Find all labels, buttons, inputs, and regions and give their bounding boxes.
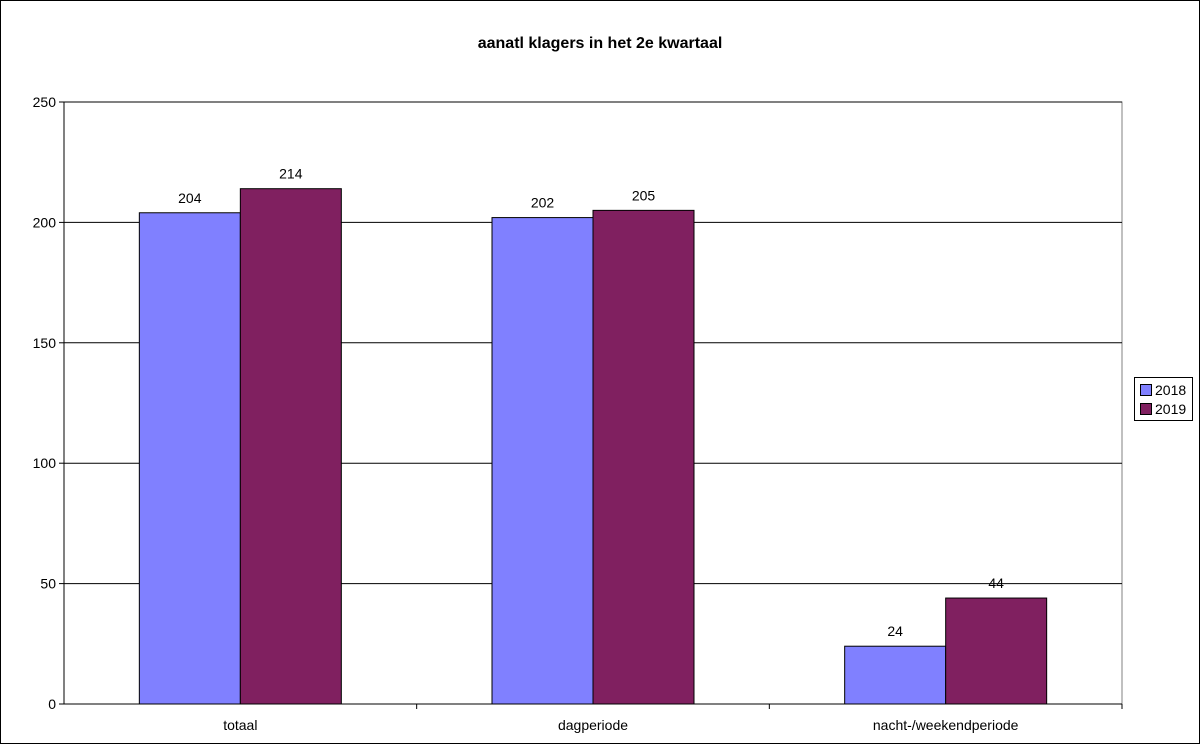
y-tick-label-100: 100 <box>33 455 57 471</box>
bar-2018-2 <box>844 645 947 705</box>
y-tick-label-50: 50 <box>40 576 56 592</box>
x-tick-label-1: dagperiode <box>558 717 628 733</box>
bar-2019-2 <box>945 597 1048 705</box>
legend-label-2019: 2019 <box>1155 401 1187 417</box>
bar-2019-1 <box>592 209 695 705</box>
data-label-2018-1: 202 <box>531 195 555 211</box>
bars <box>138 188 1048 705</box>
y-tick-label-0: 0 <box>48 696 56 712</box>
legend-item-2019: 2019 <box>1140 400 1186 418</box>
data-label-2018-2: 24 <box>887 623 903 639</box>
data-label-2019-2: 44 <box>988 575 1004 591</box>
legend-item-2018: 2018 <box>1140 381 1186 399</box>
legend-swatch-2019 <box>1140 403 1152 415</box>
data-labels: 204 214 202 205 24 44 <box>178 166 1004 640</box>
x-tick-label-0: totaal <box>223 717 257 733</box>
x-tick-label-2: nacht-/weekendperiode <box>873 717 1019 733</box>
data-label-2019-1: 205 <box>632 187 656 203</box>
axes: 0 50 100 150 200 250 totaal dagperiode nacht-/we… <box>33 94 1123 733</box>
data-label-2018-0: 204 <box>178 190 202 206</box>
bar-2018-1 <box>491 217 594 705</box>
bar-2019-0 <box>239 188 342 705</box>
data-label-2019-0: 214 <box>279 166 303 182</box>
y-tick-label-200: 200 <box>33 214 57 230</box>
bar-2018-0 <box>138 212 241 705</box>
chart-title: aanatl klagers in het 2e kwartaal <box>478 35 723 52</box>
legend: 2018 2019 <box>1134 377 1193 421</box>
y-tick-label-150: 150 <box>33 335 57 351</box>
legend-swatch-2018 <box>1140 384 1152 396</box>
legend-label-2018: 2018 <box>1155 382 1187 398</box>
y-tick-label-250: 250 <box>33 94 57 110</box>
